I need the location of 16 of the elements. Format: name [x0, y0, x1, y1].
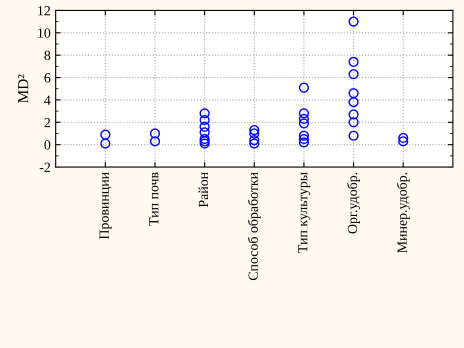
- x-tick-label: Провинции: [100, 172, 112, 240]
- x-tick-label: Тип культуры: [298, 172, 310, 253]
- y-tick-label: 0: [44, 140, 50, 150]
- y-tick-label: 10: [38, 28, 50, 38]
- x-tick-label: Минер.удобр.: [396, 172, 410, 253]
- y-tick-label: 8: [44, 50, 50, 60]
- y-tick-label: 2: [44, 118, 50, 128]
- y-axis-title: MD²: [18, 74, 28, 103]
- x-tick-label: Район: [198, 172, 208, 208]
- x-tick-label: Способ обработки: [248, 172, 261, 280]
- y-tick-label: -2: [40, 162, 50, 172]
- y-tick-label: 12: [38, 6, 50, 16]
- y-tick-label: 4: [44, 96, 51, 105]
- x-tick-label: Тип почв: [149, 172, 158, 226]
- x-tick-label: Орг.удобр.: [347, 172, 360, 234]
- y-tick-label: 6: [44, 73, 50, 83]
